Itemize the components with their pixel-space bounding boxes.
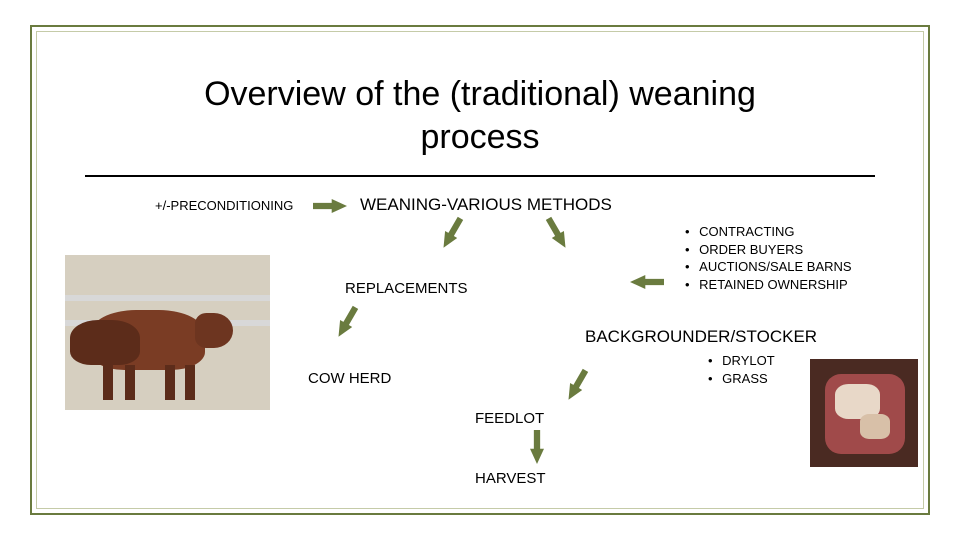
slide-title-line2: process — [0, 118, 960, 157]
marketing-bullet-1: ORDER BUYERS — [685, 241, 852, 259]
node-feedlot: FEEDLOT — [475, 410, 544, 427]
arrow-feedlot-to-harvest — [530, 430, 544, 464]
node-replacements: REPLACEMENTS — [345, 280, 468, 297]
backgrounder-bullet-0: DRYLOT — [708, 352, 775, 370]
arrow-preconditioning-to-weaning — [313, 199, 347, 213]
node-cowherd: COW HERD — [308, 370, 391, 387]
marketing-bullet-2: AUCTIONS/SALE BARNS — [685, 258, 852, 276]
node-harvest: HARVEST — [475, 470, 546, 487]
title-divider — [85, 175, 875, 177]
backgrounder-bullet-1: GRASS — [708, 370, 775, 388]
cow-image — [65, 255, 270, 410]
backgrounder-sub-bullets: DRYLOT GRASS — [708, 352, 775, 387]
marketing-bullet-0: CONTRACTING — [685, 223, 852, 241]
marketing-bullets: CONTRACTING ORDER BUYERS AUCTIONS/SALE B… — [685, 223, 852, 293]
node-backgrounder: BACKGROUNDER/STOCKER — [585, 327, 817, 347]
meat-image — [810, 359, 918, 467]
node-preconditioning: +/-PRECONDITIONING — [155, 198, 293, 213]
marketing-bullet-3: RETAINED OWNERSHIP — [685, 276, 852, 294]
node-weaning: WEANING-VARIOUS METHODS — [360, 195, 612, 215]
slide-title-line1: Overview of the (traditional) weaning — [0, 75, 960, 114]
arrow-marketing-to-backgrounder — [630, 275, 664, 289]
